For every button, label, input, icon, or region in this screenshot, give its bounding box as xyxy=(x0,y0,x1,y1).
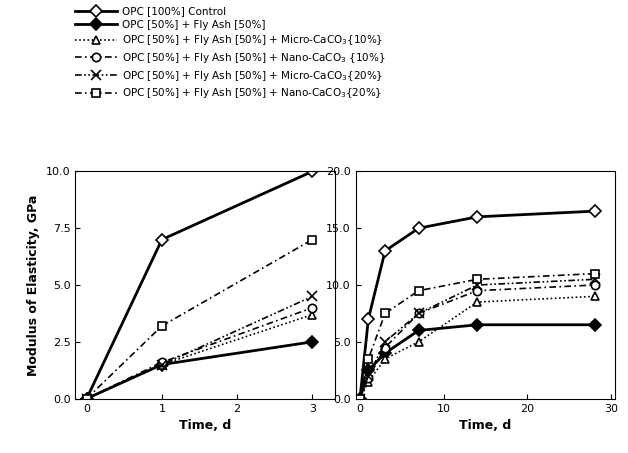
X-axis label: Time, d: Time, d xyxy=(460,419,512,432)
Legend: OPC [100%] Control, OPC [50%] + Fly Ash [50%], OPC [50%] + Fly Ash [50%] + Micro: OPC [100%] Control, OPC [50%] + Fly Ash … xyxy=(75,6,386,101)
X-axis label: Time, d: Time, d xyxy=(179,419,231,432)
Y-axis label: Modulus of Elasticity, GPa: Modulus of Elasticity, GPa xyxy=(28,194,40,376)
